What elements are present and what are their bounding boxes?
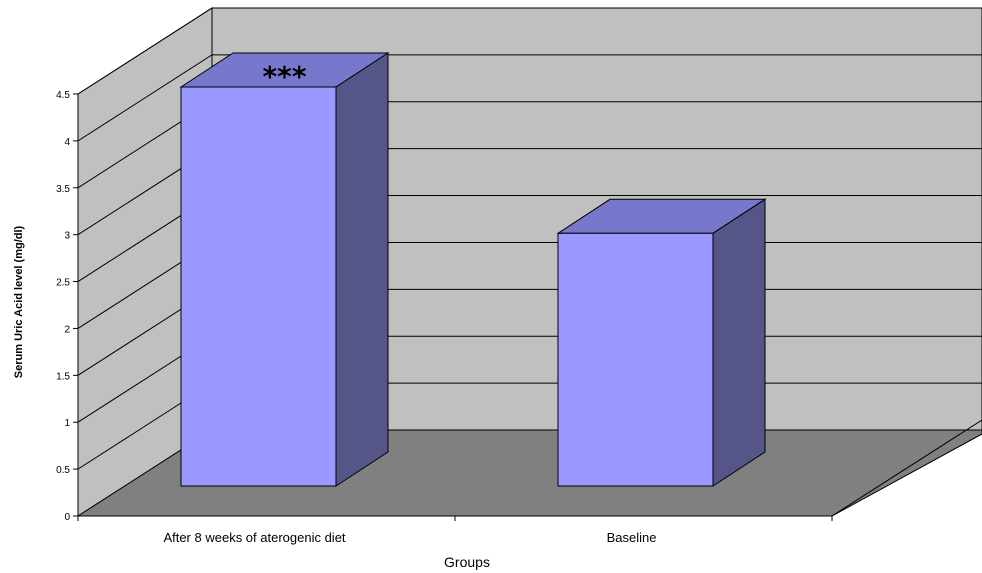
y-tick-label: 1.5: [56, 371, 70, 382]
x-tick-label: Baseline: [607, 530, 657, 545]
floor-edge: [831, 419, 982, 517]
bar-side: [335, 52, 389, 487]
bar: ***: [179, 52, 390, 487]
x-tick-labels: After 8 weeks of aterogenic diet Baseline: [77, 516, 833, 545]
y-tick-label: 1: [64, 418, 70, 429]
y-tick-label: 4.5: [56, 90, 70, 101]
bar-front: [557, 232, 714, 487]
y-tick-label: 4: [64, 137, 70, 148]
bar: [556, 198, 767, 487]
y-tick-label: 2: [64, 324, 70, 335]
y-tick-label: 3.5: [56, 184, 70, 195]
y-tick-labels: 0 0.5 1 1.5 2 2.5 3 3.5 4 4.5: [56, 90, 78, 523]
x-axis-title: Groups: [444, 554, 490, 570]
y-axis-title: Serum Uric Acid level (mg/dl): [13, 225, 25, 378]
y-tick-label: 3: [64, 231, 70, 242]
gridline: [77, 54, 982, 142]
y-tick-label: 0.5: [56, 465, 70, 476]
bar-side: [712, 198, 766, 487]
y-tick-label: 0: [64, 512, 70, 523]
x-tick-label: After 8 weeks of aterogenic diet: [163, 530, 345, 545]
bar-front: [180, 86, 337, 487]
y-tick-label: 2.5: [56, 278, 70, 289]
gridline: [77, 7, 982, 95]
bars: ***: [179, 52, 767, 487]
significance-marker: ***: [263, 60, 307, 93]
